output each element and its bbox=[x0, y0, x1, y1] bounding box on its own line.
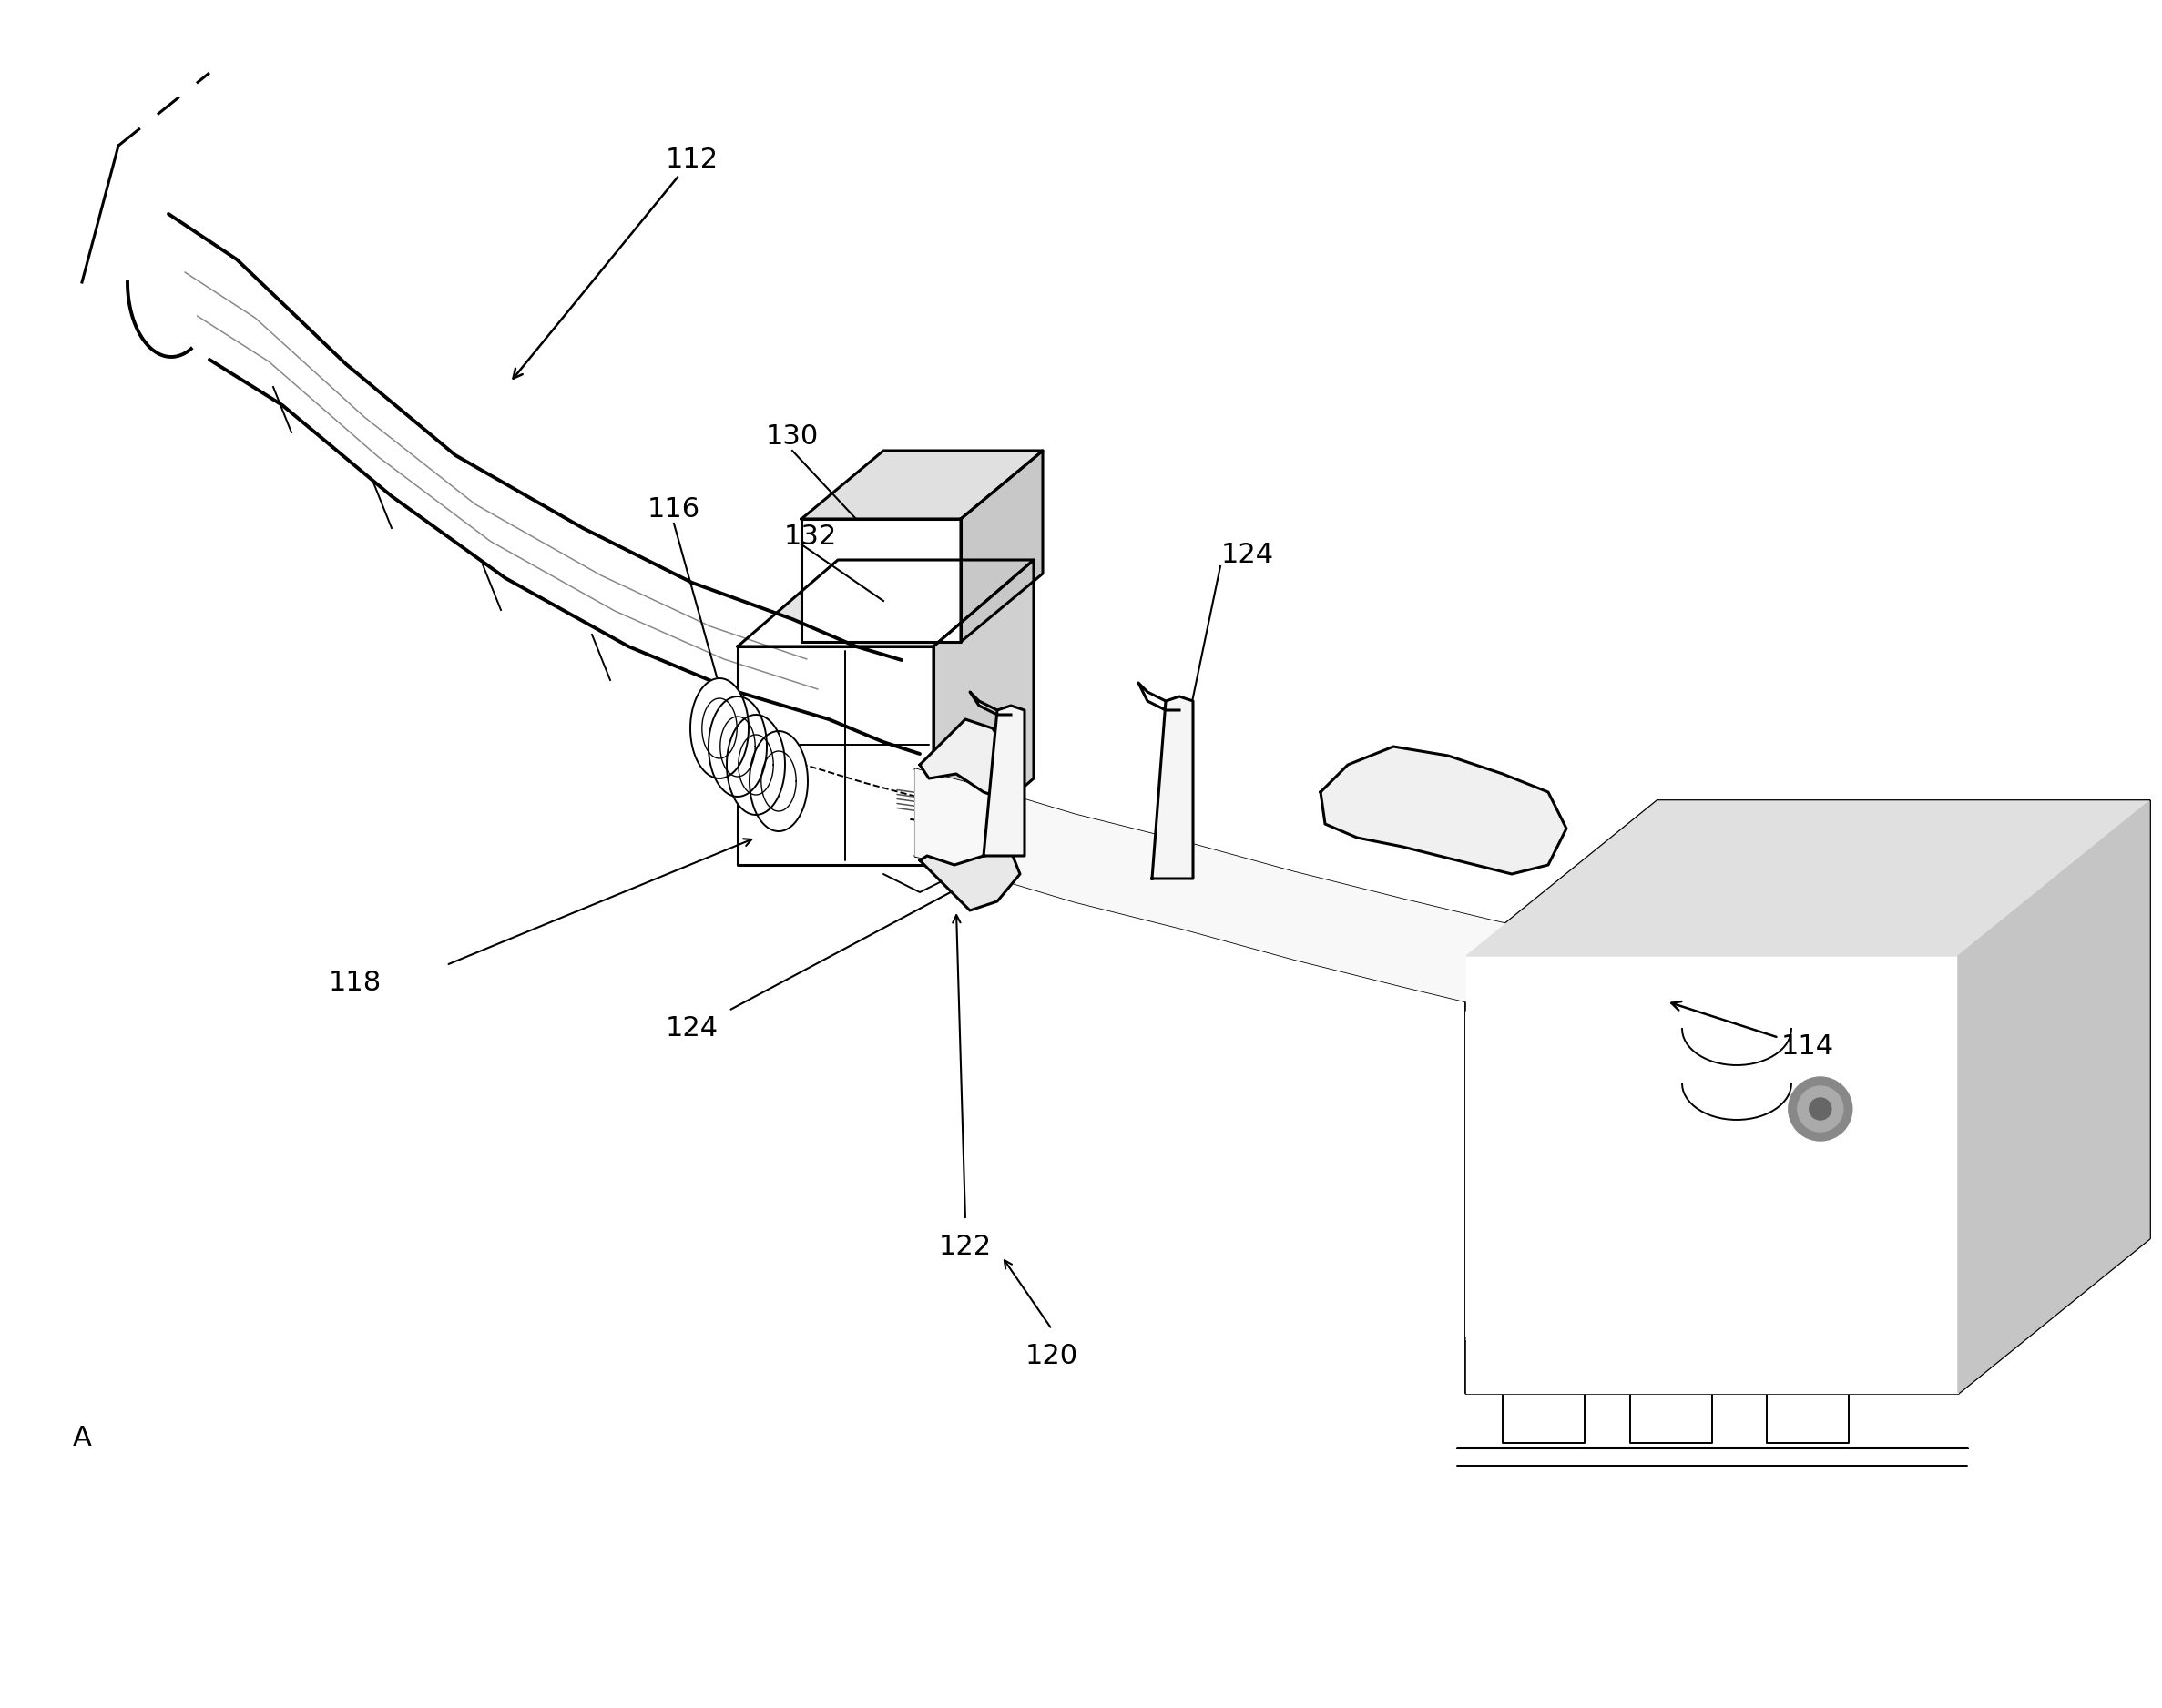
Polygon shape bbox=[1152, 697, 1193, 878]
Polygon shape bbox=[1766, 1394, 1849, 1443]
Polygon shape bbox=[1466, 956, 1959, 1394]
Polygon shape bbox=[984, 705, 1025, 856]
Polygon shape bbox=[709, 697, 768, 796]
Polygon shape bbox=[737, 560, 1033, 646]
Polygon shape bbox=[1676, 1184, 1740, 1293]
Polygon shape bbox=[690, 678, 748, 779]
Polygon shape bbox=[169, 214, 919, 753]
Text: 122: 122 bbox=[1423, 760, 1474, 787]
Polygon shape bbox=[919, 719, 1020, 801]
Text: 118: 118 bbox=[329, 970, 383, 996]
Polygon shape bbox=[726, 714, 785, 815]
Text: 132: 132 bbox=[785, 524, 837, 550]
Polygon shape bbox=[802, 519, 960, 642]
Polygon shape bbox=[737, 646, 934, 864]
Polygon shape bbox=[128, 214, 210, 360]
Polygon shape bbox=[1503, 1394, 1585, 1443]
Polygon shape bbox=[750, 731, 809, 832]
Polygon shape bbox=[915, 769, 1567, 1025]
Polygon shape bbox=[1585, 1184, 1647, 1293]
Circle shape bbox=[1788, 1078, 1853, 1141]
Polygon shape bbox=[919, 851, 1020, 910]
Polygon shape bbox=[1494, 1184, 1557, 1293]
Text: A: A bbox=[74, 1424, 91, 1452]
Text: 130: 130 bbox=[765, 424, 819, 451]
Polygon shape bbox=[1959, 801, 2149, 1394]
Circle shape bbox=[1797, 1086, 1842, 1132]
Polygon shape bbox=[934, 560, 1033, 864]
Circle shape bbox=[1810, 1098, 1831, 1120]
Text: 114: 114 bbox=[1671, 1001, 1833, 1061]
Polygon shape bbox=[1321, 746, 1567, 874]
Text: 116: 116 bbox=[646, 497, 700, 523]
Text: 120: 120 bbox=[1025, 1344, 1079, 1370]
Polygon shape bbox=[960, 451, 1042, 642]
Text: 112: 112 bbox=[512, 147, 718, 379]
Polygon shape bbox=[1466, 801, 2149, 956]
Text: 124: 124 bbox=[1222, 541, 1273, 569]
Text: 122: 122 bbox=[938, 1235, 992, 1261]
Text: 124: 124 bbox=[666, 1016, 718, 1042]
Polygon shape bbox=[1630, 1394, 1712, 1443]
Polygon shape bbox=[802, 451, 1042, 519]
